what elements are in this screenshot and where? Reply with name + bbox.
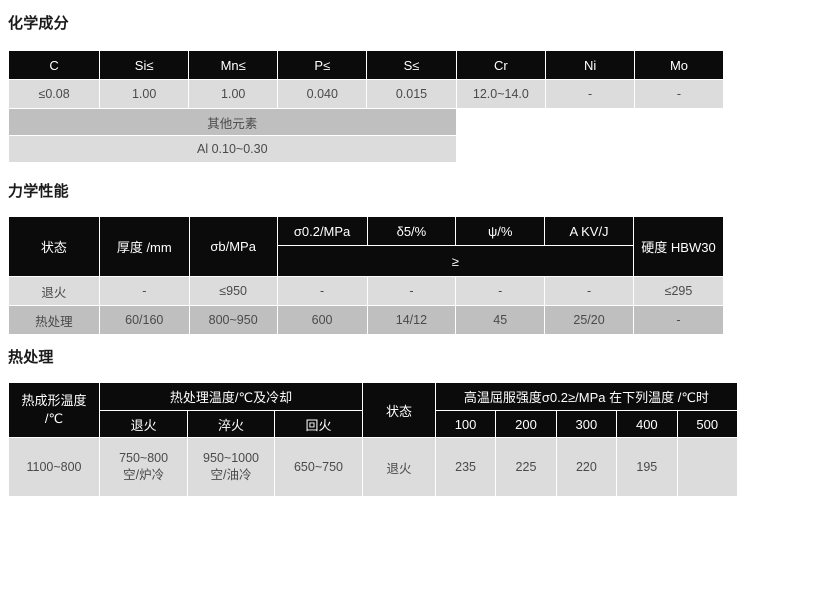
cell-cr: 12.0~14.0	[456, 80, 546, 108]
col-header-temper: 回火	[274, 411, 363, 437]
section-title-heat: 热处理	[8, 349, 54, 366]
col-header-si: Si≤	[100, 51, 189, 79]
cell-yield-100: 235	[435, 438, 496, 496]
col-header-mn: Mn≤	[189, 51, 278, 79]
cell-state: 退火	[9, 277, 99, 305]
cell-psi: 45	[456, 306, 545, 334]
cell-c: ≤0.08	[9, 80, 100, 108]
forming-temp-line1: 热成形温度	[21, 393, 87, 409]
table-header-row-1: 状态 厚度 /mm σb/MPa σ0.2/MPa δ5/% ψ/% A KV/…	[9, 217, 723, 276]
cell-quench: 950~1000 空/油冷	[188, 438, 274, 496]
col-header-p: P≤	[278, 51, 367, 79]
cell-spacer	[456, 109, 723, 135]
cell-thickness: 60/160	[99, 306, 189, 334]
cell-ni: -	[546, 80, 634, 108]
cell-yield-500	[677, 438, 737, 496]
anneal-line2: 空/炉冷	[123, 468, 165, 482]
col-header-state: 状态	[363, 383, 435, 437]
col-header-greater-equal: ≥	[277, 246, 633, 276]
cell-sigma-b: 800~950	[189, 306, 277, 334]
chemical-composition-table: C Si≤ Mn≤ P≤ S≤ Cr Ni Mo ≤0.08 1.00 1.00…	[8, 50, 724, 163]
col-header-temp-500: 500	[677, 411, 737, 437]
cell-mo: -	[635, 80, 723, 108]
col-header-sigma-02: σ0.2/MPa	[277, 217, 367, 245]
cell-thickness: -	[99, 277, 189, 305]
cell-state: 退火	[363, 438, 435, 496]
cell-sigma-b: ≤950	[189, 277, 277, 305]
col-header-cr: Cr	[456, 51, 546, 79]
table-header-row: C Si≤ Mn≤ P≤ S≤ Cr Ni Mo	[9, 51, 723, 79]
table-header-row-1: 热成形温度 /℃ 热处理温度/℃及冷却 状态 高温屈服强度σ0.2≥/MPa 在…	[9, 383, 737, 437]
cell-hardness: -	[633, 306, 723, 334]
col-header-temp-200: 200	[496, 411, 556, 437]
col-header-ni: Ni	[546, 51, 634, 79]
table-row: 退火 - ≤950 - - - - ≤295	[9, 277, 723, 305]
cell-forming-temperature: 1100~800	[9, 438, 99, 496]
table-row-other-elements-label: 其他元素	[9, 109, 723, 135]
table-row-other-elements-value: Al 0.10~0.30	[9, 136, 723, 162]
col-header-hardness: 硬度 HBW30	[633, 217, 723, 276]
col-header-anneal: 退火	[99, 411, 188, 437]
col-header-mo: Mo	[635, 51, 723, 79]
mechanical-properties-table: 状态 厚度 /mm σb/MPa σ0.2/MPa δ5/% ψ/% A KV/…	[8, 216, 724, 335]
cell-sigma-02: 600	[277, 306, 367, 334]
col-header-psi: ψ/%	[456, 217, 545, 245]
col-header-s: S≤	[367, 51, 456, 79]
cell-si: 1.00	[100, 80, 189, 108]
cell-yield-300: 220	[556, 438, 617, 496]
table-header-row-2: ≥	[9, 246, 723, 276]
col-group-heat-temperature: 热处理温度/℃及冷却	[99, 383, 363, 410]
cell-other-elements-value: Al 0.10~0.30	[9, 136, 456, 162]
section-title-chemical: 化学成分	[8, 15, 69, 32]
cell-temper: 650~750	[274, 438, 363, 496]
cell-anneal: 750~800 空/炉冷	[99, 438, 188, 496]
cell-spacer	[456, 136, 723, 162]
table-header-row-2: 退火 淬火 回火 100 200 300 400 500	[9, 411, 737, 437]
col-header-temp-300: 300	[556, 411, 617, 437]
cell-yield-400: 195	[617, 438, 677, 496]
col-header-c: C	[9, 51, 100, 79]
cell-akv: -	[545, 277, 633, 305]
forming-temp-line2: /℃	[44, 411, 64, 426]
cell-akv: 25/20	[545, 306, 633, 334]
quench-line1: 950~1000	[203, 451, 260, 466]
quench-line2: 空/油冷	[210, 468, 252, 482]
cell-psi: -	[456, 277, 545, 305]
table-row: 1100~800 750~800 空/炉冷 950~1000 空/油冷 650~…	[9, 438, 737, 496]
section-title-mechanical: 力学性能	[8, 183, 69, 200]
cell-p: 0.040	[278, 80, 367, 108]
col-header-forming-temperature: 热成形温度 /℃	[9, 383, 99, 437]
col-group-high-temp-yield: 高温屈服强度σ0.2≥/MPa 在下列温度 /℃时	[435, 383, 737, 410]
cell-mn: 1.00	[189, 80, 278, 108]
cell-state: 热处理	[9, 306, 99, 334]
col-header-temp-400: 400	[617, 411, 677, 437]
cell-sigma-02: -	[277, 277, 367, 305]
cell-other-elements-label: 其他元素	[9, 109, 456, 135]
col-header-thickness: 厚度 /mm	[99, 217, 189, 276]
cell-delta5: 14/12	[367, 306, 456, 334]
cell-yield-200: 225	[496, 438, 556, 496]
col-header-akv: A KV/J	[545, 217, 633, 245]
col-header-temp-100: 100	[435, 411, 496, 437]
anneal-line1: 750~800	[119, 451, 169, 466]
col-header-sigma-b: σb/MPa	[189, 217, 277, 276]
col-header-state: 状态	[9, 217, 99, 276]
cell-delta5: -	[367, 277, 456, 305]
col-header-delta5: δ5/%	[367, 217, 456, 245]
heat-treatment-table: 热成形温度 /℃ 热处理温度/℃及冷却 状态 高温屈服强度σ0.2≥/MPa 在…	[8, 382, 738, 497]
cell-hardness: ≤295	[633, 277, 723, 305]
cell-s: 0.015	[367, 80, 456, 108]
table-row: 热处理 60/160 800~950 600 14/12 45 25/20 -	[9, 306, 723, 334]
col-header-quench: 淬火	[188, 411, 274, 437]
table-row: ≤0.08 1.00 1.00 0.040 0.015 12.0~14.0 - …	[9, 80, 723, 108]
